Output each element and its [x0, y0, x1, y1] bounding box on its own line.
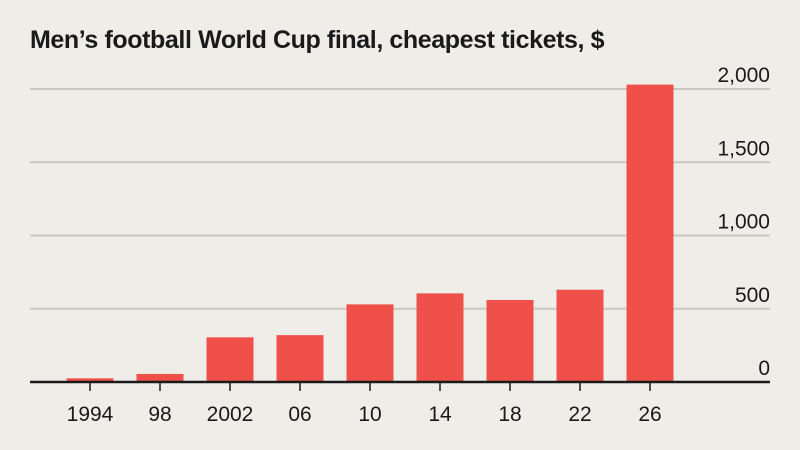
x-tick-label: 1994: [67, 403, 114, 426]
bar-06: [276, 335, 324, 382]
y-tick-label: 2,000: [717, 64, 770, 87]
x-tick-label: 98: [148, 403, 171, 426]
bars: [66, 84, 674, 382]
bar-98: [136, 373, 184, 382]
x-tick-label: 06: [288, 403, 311, 426]
chart-title: Men’s football World Cup final, cheapest…: [30, 26, 605, 54]
x-tick-label: 18: [498, 403, 521, 426]
bar-14: [416, 293, 464, 382]
y-tick-label: 1,500: [717, 137, 770, 160]
bar-26: [626, 84, 674, 382]
x-tick-label: 10: [358, 403, 381, 426]
y-tick-label: 0: [758, 357, 770, 380]
bar-18: [486, 299, 534, 382]
y-axis-ticks: 0 500 1,000 1,500 2,000: [717, 64, 770, 380]
x-tick-label: 26: [638, 403, 661, 426]
bar-22: [556, 289, 604, 382]
y-tick-label: 1,000: [717, 211, 770, 234]
x-tick-label: 22: [568, 403, 591, 426]
y-tick-label: 500: [735, 284, 770, 307]
x-tick-label: 14: [428, 403, 452, 426]
x-tick-label: 2002: [207, 403, 254, 426]
bar-1994: [66, 378, 114, 382]
bar-10: [346, 304, 394, 382]
bar-2002: [206, 337, 254, 382]
x-axis-ticks: 1994 98 2002 06 10 14 18 22 26: [67, 382, 662, 426]
